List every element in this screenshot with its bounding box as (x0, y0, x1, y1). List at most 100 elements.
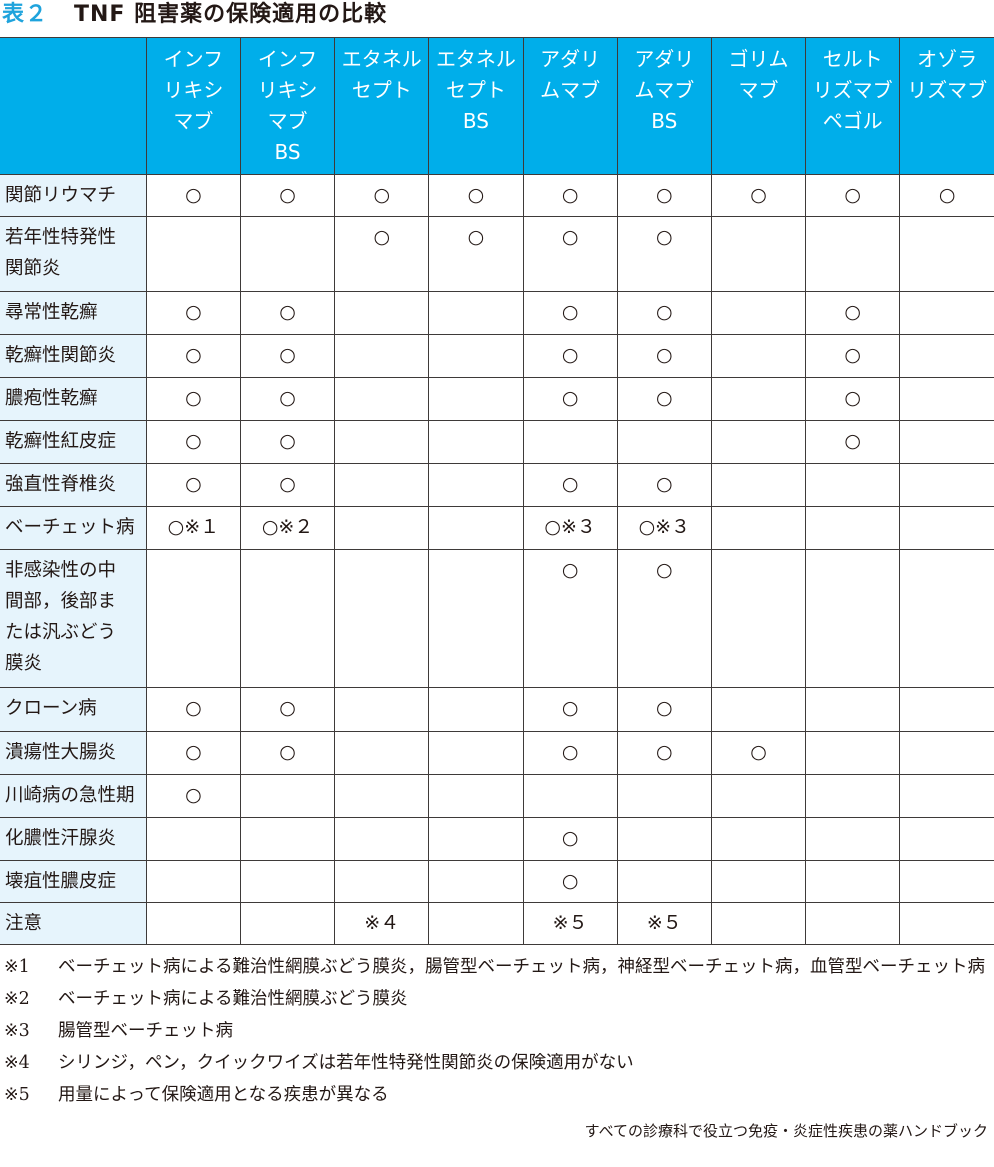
column-header: アダリ ムマブ (522, 37, 618, 175)
table-cell (428, 860, 524, 903)
table-cell (710, 549, 807, 688)
table-cell (145, 216, 241, 292)
row-label: 非感染性の中 間部，後部ま たは汎ぶどう 膜炎 (0, 549, 147, 688)
table-cell (334, 506, 430, 550)
table-title-text: TNF 阻害薬の保険適用の比較 (74, 2, 388, 27)
table-cell (428, 420, 524, 464)
table-cell (239, 216, 336, 292)
footnote-key: ※2 (4, 989, 30, 1009)
table-cell: ○ (522, 817, 618, 861)
table-cell (239, 902, 336, 945)
footnote-text: 腸管型ベーチェット病 (58, 1021, 233, 1041)
table-cell (805, 774, 901, 818)
table-cell (710, 334, 807, 378)
table-cell (899, 902, 994, 945)
table-row: 尋常性乾癬 ○ ○ ○ ○ ○ (0, 291, 994, 335)
table-cell (334, 860, 430, 903)
table-cell (805, 463, 901, 507)
table-cell (334, 774, 430, 818)
table-cell: ○ (522, 377, 618, 421)
row-label: 注意 (0, 902, 147, 945)
table-row: 川崎病の急性期 ○ (0, 774, 994, 818)
table-cell: ○ (616, 463, 712, 507)
table-cell (899, 291, 994, 335)
table-cell: ○ (334, 174, 430, 217)
table-cell (899, 549, 994, 688)
row-label: 乾癬性紅皮症 (0, 420, 147, 464)
column-header: インフ リキシ マブ BS (239, 37, 336, 175)
table-cell (899, 334, 994, 378)
table-cell: ○ (616, 731, 712, 775)
table-cell: ○※３ (522, 506, 618, 550)
table-cell (334, 731, 430, 775)
table-cell: ○ (522, 549, 618, 688)
row-label: 乾癬性関節炎 (0, 334, 147, 378)
row-label: 尋常性乾癬 (0, 291, 147, 335)
table-cell: ○ (145, 334, 241, 378)
table-cell (616, 420, 712, 464)
table-cell: ○ (522, 174, 618, 217)
column-header: アダリ ムマブ BS (616, 37, 712, 175)
row-label: 化膿性汗腺炎 (0, 817, 147, 861)
header-row: インフ リキシ マブ インフ リキシ マブ BS エタネル セプト エタネル セプト … (0, 37, 994, 175)
table-cell (710, 420, 807, 464)
table-cell: ※４ (334, 902, 430, 945)
table-cell (899, 216, 994, 292)
table-cell: ○ (239, 420, 336, 464)
table-cell: ※５ (616, 902, 712, 945)
table-title: 表２ TNF 阻害薬の保険適用の比較 (0, 0, 994, 37)
table-cell: ○ (145, 174, 241, 217)
table-cell (899, 420, 994, 464)
table-cell (710, 377, 807, 421)
table-cell (616, 817, 712, 861)
table-cell: ○ (710, 174, 807, 217)
footnote: ※1 ベーチェット病による難治性網膜ぶどう膜炎，腸管型ベーチェット病，神経型ベーチ… (4, 951, 990, 983)
table-cell: ○ (805, 174, 901, 217)
table-cell: ○ (239, 291, 336, 335)
table-number: 表２ (2, 2, 49, 27)
table-row: 乾癬性紅皮症 ○ ○ ○ (0, 420, 994, 464)
table-cell (239, 774, 336, 818)
footnotes: ※1 ベーチェット病による難治性網膜ぶどう膜炎，腸管型ベーチェット病，神経型ベーチ… (4, 951, 990, 1111)
table-cell (428, 731, 524, 775)
table-cell (428, 817, 524, 861)
table-cell (899, 731, 994, 775)
table-cell: ○ (145, 687, 241, 732)
table-cell (805, 731, 901, 775)
column-header: セルト リズマブ ペゴル (805, 37, 901, 175)
table-row: 注意 ※４ ※５ ※５ (0, 902, 994, 945)
table-cell (334, 291, 430, 335)
table-cell (710, 291, 807, 335)
table-cell: ○ (522, 463, 618, 507)
footnote-key: ※1 (4, 957, 30, 977)
table-cell: ○ (616, 291, 712, 335)
row-label: 強直性脊椎炎 (0, 463, 147, 507)
table-cell (710, 687, 807, 732)
table-row: 潰瘍性大腸炎 ○ ○ ○ ○ ○ (0, 731, 994, 775)
table-cell: ○※１ (145, 506, 241, 550)
table-cell (239, 860, 336, 903)
table-cell: ○ (805, 420, 901, 464)
table-cell (145, 549, 241, 688)
table-cell (428, 506, 524, 550)
table-cell (428, 377, 524, 421)
footnote-text: ベーチェット病による難治性網膜ぶどう膜炎，腸管型ベーチェット病，神経型ベーチェッ… (58, 957, 985, 977)
table-cell (899, 377, 994, 421)
table-cell (899, 687, 994, 732)
table-cell: ○ (239, 334, 336, 378)
table-row: クローン病 ○ ○ ○ ○ (0, 687, 994, 732)
table-cell (428, 549, 524, 688)
table-cell: ○ (616, 216, 712, 292)
table-row: 非感染性の中 間部，後部ま たは汎ぶどう 膜炎 ○ ○ (0, 549, 994, 688)
table-cell (710, 860, 807, 903)
table-cell (805, 902, 901, 945)
table-cell: ○ (428, 174, 524, 217)
row-label: 川崎病の急性期 (0, 774, 147, 818)
row-label: クローン病 (0, 687, 147, 732)
table-cell: ○ (616, 549, 712, 688)
table-cell (334, 549, 430, 688)
table-cell (710, 902, 807, 945)
comparison-table: インフ リキシ マブ インフ リキシ マブ BS エタネル セプト エタネル セプト … (0, 37, 994, 945)
table-cell (522, 420, 618, 464)
column-header: エタネル セプト BS (428, 37, 524, 175)
